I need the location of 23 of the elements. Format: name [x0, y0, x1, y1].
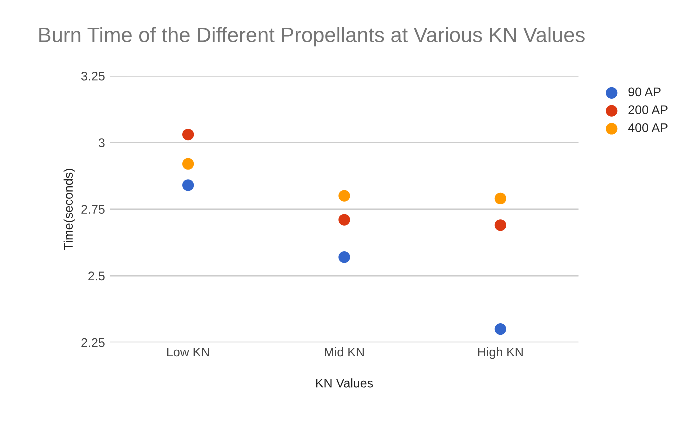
point: [338, 214, 350, 226]
y-axis-title: Time(seconds): [64, 169, 76, 250]
point: [182, 128, 194, 141]
y-tick-label: 2.5: [88, 272, 105, 281]
point: [182, 180, 194, 192]
y-tick-label: 3.25: [82, 72, 105, 81]
legend-label: 400 AP: [628, 124, 668, 132]
point: [338, 190, 350, 202]
point: [494, 192, 506, 205]
x-tick-label: High KN: [478, 347, 523, 360]
chart-title: Burn Time of the Different Propellants at Various KN Values: [40, 27, 585, 47]
point: [494, 220, 506, 232]
point: [338, 252, 350, 264]
legend-label: 90 AP: [628, 88, 661, 97]
x-tick-label: Mid KN: [325, 347, 364, 357]
point: [182, 158, 194, 170]
y-tick-label: 2.75: [82, 205, 105, 214]
y-tick-label: 2.25: [82, 338, 105, 348]
legend-label: 200 AP: [628, 106, 668, 114]
y-tick-label: 3: [98, 138, 105, 148]
x-axis-title: KN Values: [316, 378, 374, 388]
point: [494, 323, 506, 336]
x-tick-label: Low KN: [167, 348, 210, 357]
